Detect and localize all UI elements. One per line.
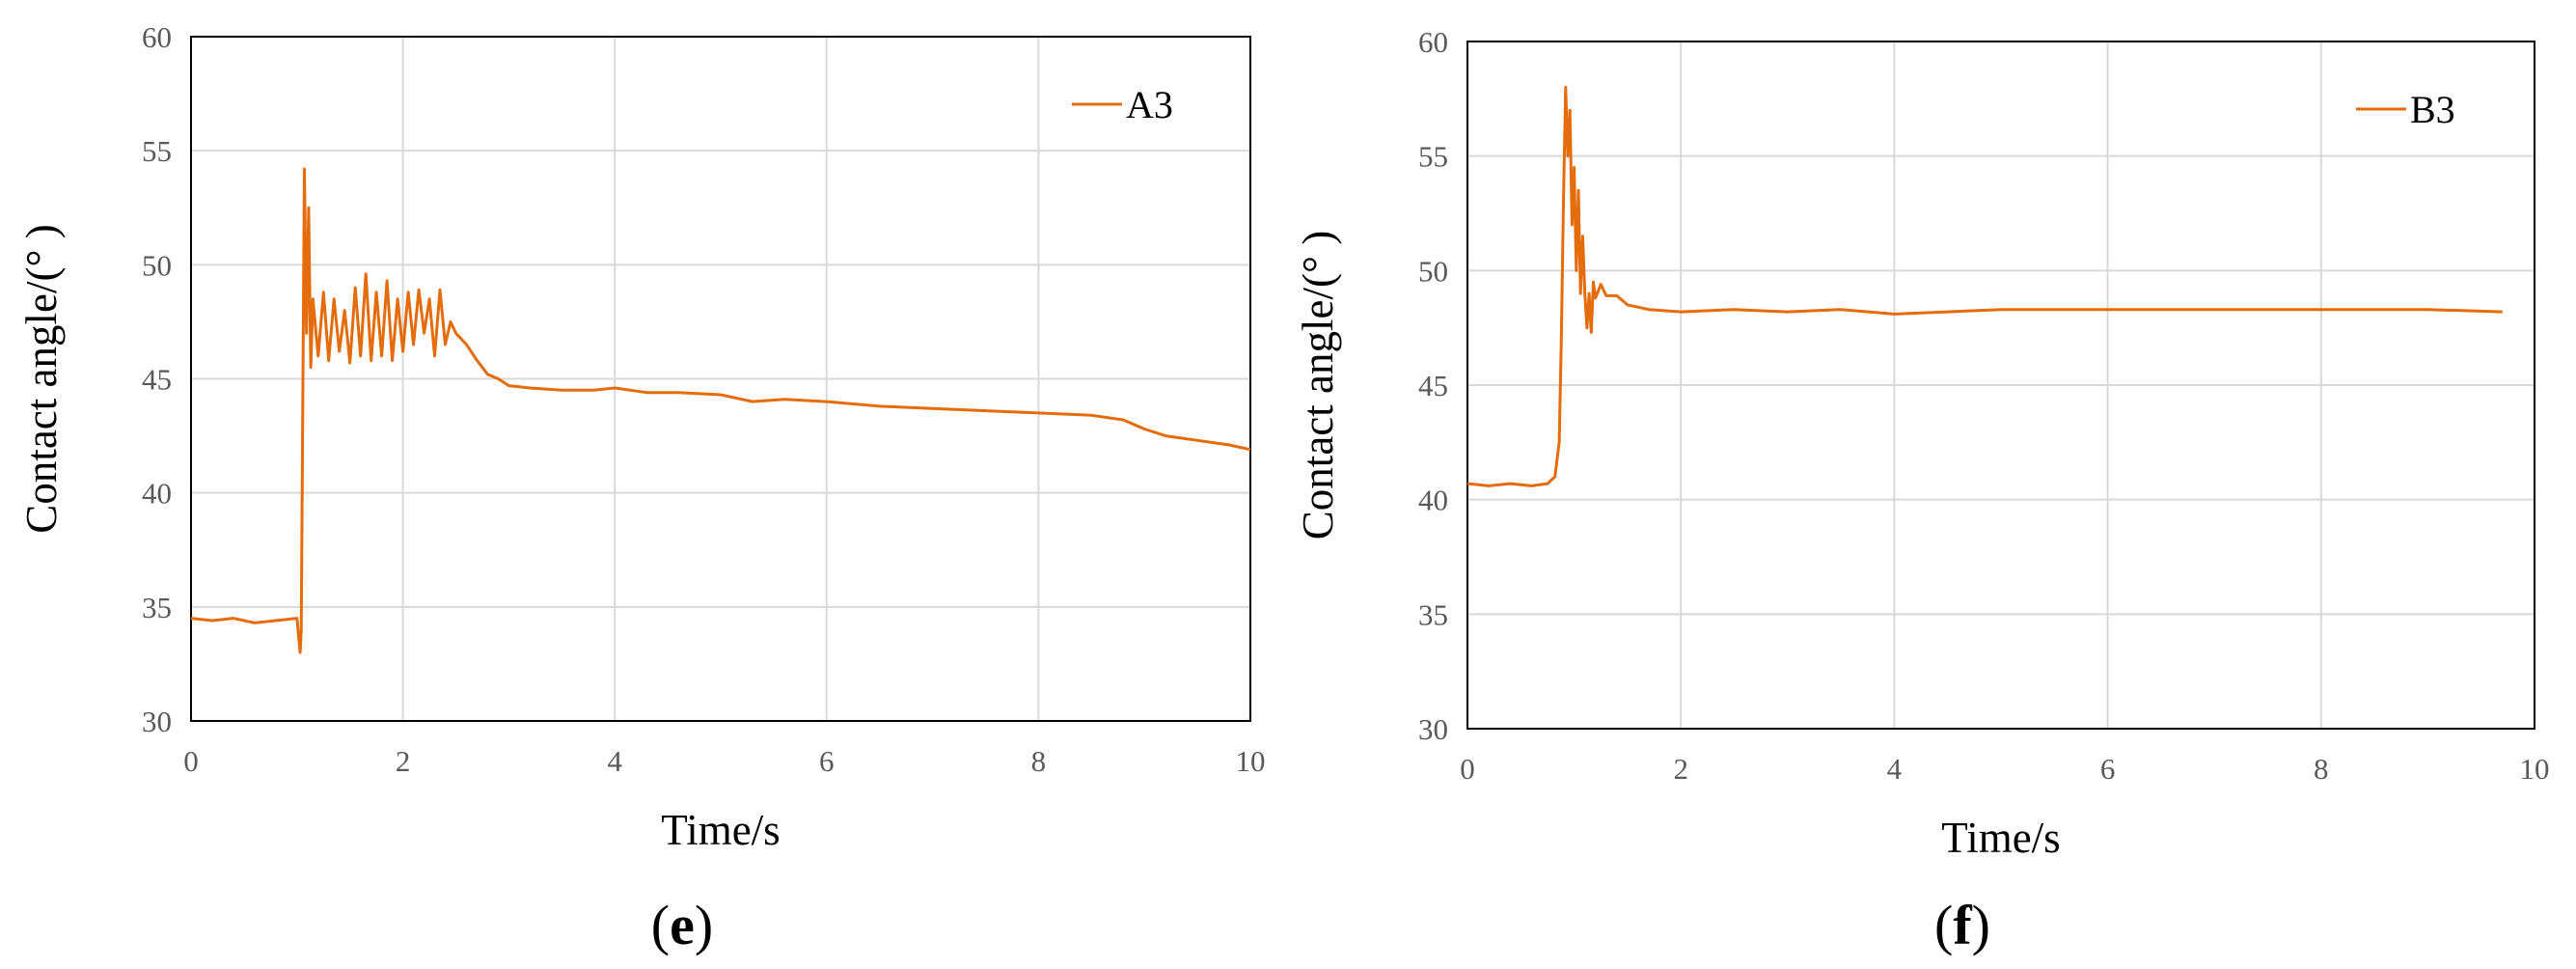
x-tick-label: 0 (183, 744, 199, 778)
x-tick-label: 6 (819, 744, 835, 778)
x-tick-label: 8 (2314, 752, 2329, 786)
gridlines (191, 37, 1250, 721)
series-line-b3 (1466, 86, 2503, 487)
y-tick-label: 35 (1418, 597, 1448, 631)
chart-panel-f: 0 2 4 6 8 10 30 35 40 45 50 55 60 B3 Time/s Contact… (1294, 25, 2550, 956)
x-tick-labels: 0 2 4 6 8 10 (183, 744, 1265, 778)
legend-label-b3: B3 (2410, 88, 2455, 131)
x-tick-label: 0 (1460, 752, 1475, 786)
plot-area-frame (190, 36, 1251, 722)
y-tick-label: 45 (1418, 369, 1448, 402)
y-tick-label: 45 (142, 363, 172, 397)
x-tick-label: 4 (1887, 752, 1903, 786)
x-axis-title: Time/s (1941, 814, 2060, 862)
panel-letter-e: e (670, 894, 695, 956)
x-tick-label: 4 (607, 744, 622, 778)
y-tick-label: 40 (142, 477, 172, 511)
y-tick-label: 60 (142, 20, 172, 54)
y-tick-label: 55 (142, 134, 172, 168)
y-tick-label: 50 (1418, 254, 1448, 288)
y-axis-title: Contact angle/(° ) (1294, 231, 1342, 540)
y-tick-label: 35 (142, 591, 172, 624)
panel-letter-f: f (1953, 894, 1972, 956)
x-tick-label: 6 (2100, 752, 2116, 786)
y-tick-label: 40 (1418, 484, 1448, 517)
y-tick-label: 30 (142, 705, 172, 738)
plot-area-frame (1466, 41, 2535, 730)
y-tick-labels: 30 35 40 45 50 55 60 (142, 20, 172, 738)
x-tick-label: 10 (1236, 744, 1266, 778)
x-tick-labels: 0 2 4 6 8 10 (1460, 752, 2549, 786)
y-axis-title: Contact angle/(° ) (17, 224, 66, 533)
x-tick-label: 2 (1673, 752, 1688, 786)
y-tick-label: 30 (1418, 712, 1448, 746)
x-tick-label: 10 (2520, 752, 2550, 786)
y-tick-label: 50 (142, 248, 172, 282)
y-tick-label: 55 (1418, 140, 1448, 174)
panel-label-e: (e) (651, 894, 713, 956)
x-tick-label: 2 (396, 744, 411, 778)
x-axis-title: Time/s (661, 806, 780, 854)
gridlines (1467, 42, 2535, 729)
y-tick-label: 60 (1418, 25, 1448, 59)
chart-panel-e: 0 2 4 6 8 10 30 35 40 45 50 55 60 A3 Time/s Contact… (17, 20, 1266, 956)
panel-label-f: (f) (1934, 894, 1990, 956)
series-line-a3 (190, 167, 1251, 654)
y-tick-labels: 30 35 40 45 50 55 60 (1418, 25, 1448, 746)
x-tick-label: 8 (1031, 744, 1047, 778)
legend-label-a3: A3 (1126, 83, 1173, 126)
